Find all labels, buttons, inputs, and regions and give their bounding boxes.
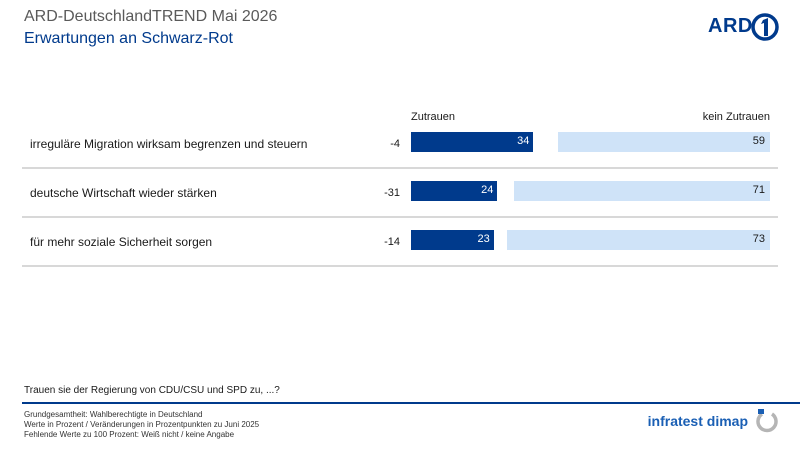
footnote: Werte in Prozent / Veränderungen in Proz… <box>24 420 260 429</box>
row-divider <box>22 167 778 169</box>
bar-zutrauen <box>411 132 534 152</box>
change-value: -14 <box>384 236 400 248</box>
data-label-zutrauen: 34 <box>517 135 530 147</box>
footnote: Grundgesamtheit: Wahlberechtigte in Deut… <box>24 410 203 419</box>
ard-logo: ARD <box>708 12 780 44</box>
change-value: -31 <box>384 187 400 199</box>
data-label-zutrauen: 23 <box>477 233 490 245</box>
legend-kein-zutrauen: kein Zutrauen <box>702 111 770 123</box>
change-value: -4 <box>390 138 400 150</box>
bar-kein-zutrauen <box>507 230 770 250</box>
ard-logo-text: ARD <box>708 15 753 37</box>
legend-zutrauen: Zutrauen <box>411 111 456 123</box>
row-divider <box>22 216 778 218</box>
footnotes: Grundgesamtheit: Wahlberechtigte in Deut… <box>24 410 259 440</box>
ard-one-icon <box>751 13 779 41</box>
data-label-kein-zutrauen: 73 <box>752 233 765 245</box>
category-label: für mehr soziale Sicherheit sorgen <box>30 235 213 249</box>
chart-title: ARD-DeutschlandTREND Mai 2026 <box>24 8 278 25</box>
chart-row: für mehr soziale Sicherheit sorgen -14 23 7… <box>22 220 778 267</box>
footnote: Fehlende Werte zu 100 Prozent: Weiß nich… <box>24 430 235 439</box>
chart-subtitle: Erwartungen an Schwarz-Rot <box>24 30 233 47</box>
data-label-kein-zutrauen: 71 <box>752 184 765 196</box>
bar-kein-zutrauen <box>514 181 770 201</box>
question-text: Trauen sie der Regierung von CDU/CSU und… <box>24 385 280 396</box>
category-label: irreguläre Migration wirksam begrenzen u… <box>30 137 308 151</box>
row-divider <box>22 265 778 267</box>
infratest-logo-text: infratest dimap <box>647 413 748 429</box>
chart-row: deutsche Wirtschaft wieder stärken -31 24 7… <box>22 171 778 218</box>
bar-kein-zutrauen <box>557 132 770 152</box>
data-label-kein-zutrauen: 59 <box>752 135 765 147</box>
chart-row: irreguläre Migration wirksam begrenzen u… <box>22 122 778 169</box>
data-label-zutrauen: 24 <box>481 184 494 196</box>
bar-zutrauen <box>411 230 494 250</box>
bar-zutrauen <box>411 181 498 201</box>
footer-divider <box>22 402 800 404</box>
infratest-mark-icon <box>756 409 778 433</box>
category-label: deutsche Wirtschaft wieder stärken <box>30 186 217 200</box>
